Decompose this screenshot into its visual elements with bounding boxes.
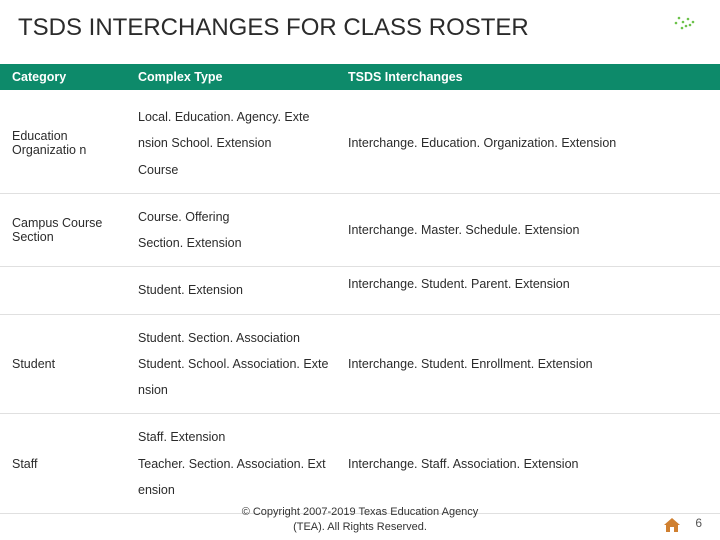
cell-category: Education Organizatio n	[0, 94, 132, 193]
table-header: Category Complex Type TSDS Interchanges	[0, 64, 720, 90]
home-icon[interactable]	[664, 518, 680, 532]
cell-interchange: Interchange. Staff. Association. Extensi…	[342, 414, 720, 513]
logo-text: tsds	[638, 28, 683, 53]
table-row: Campus Course Section Course. Offering S…	[0, 194, 720, 268]
tsds-logo: tsds	[628, 14, 698, 54]
cell-interchange: Interchange. Student. Enrollment. Extens…	[342, 315, 720, 414]
cell-complex-type: Student. Section. Association Student. S…	[132, 315, 342, 414]
cell-complex-type: Student. Extension	[132, 267, 342, 313]
title-bar: TSDS INTERCHANGES FOR CLASS ROSTER tsds	[0, 0, 720, 72]
copyright-footer: © Copyright 2007-2019 Texas Education Ag…	[0, 505, 720, 534]
cell-complex-type: Staff. Extension Teacher. Section. Assoc…	[132, 414, 342, 513]
cell-category	[0, 267, 132, 313]
cell-interchange: Interchange. Master. Schedule. Extension	[342, 194, 720, 267]
table-row: Staff Staff. Extension Teacher. Section.…	[0, 414, 720, 514]
cell-complex-type: Course. Offering Section. Extension	[132, 194, 342, 267]
header-category: Category	[0, 70, 132, 84]
cell-category: Staff	[0, 414, 132, 513]
cell-complex-type: Local. Education. Agency. Exte nsion Sch…	[132, 94, 342, 193]
table-row: Student Student. Section. Association St…	[0, 315, 720, 415]
page-number: 6	[695, 516, 702, 530]
cell-category: Student	[0, 315, 132, 414]
header-complex-type: Complex Type	[132, 70, 342, 84]
table-body: Education Organizatio n Local. Education…	[0, 94, 720, 540]
table-row: Education Organizatio n Local. Education…	[0, 94, 720, 194]
cell-interchange: Interchange. Student. Parent. Extension	[342, 267, 720, 313]
table-row: Student. Extension Interchange. Student.…	[0, 267, 720, 314]
cell-category: Campus Course Section	[0, 194, 132, 267]
page-title: TSDS INTERCHANGES FOR CLASS ROSTER	[18, 14, 702, 43]
cell-interchange: Interchange. Education. Organization. Ex…	[342, 94, 720, 193]
header-interchanges: TSDS Interchanges	[342, 70, 720, 84]
